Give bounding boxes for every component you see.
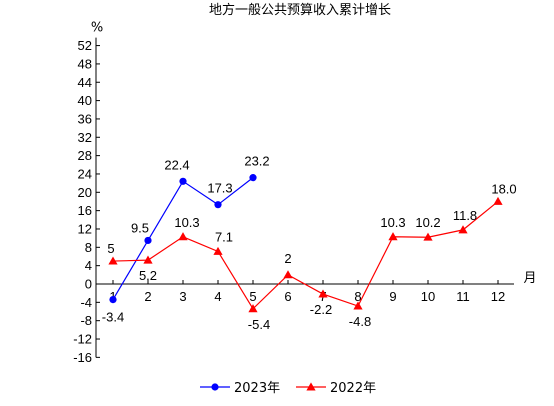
- y-tick-label: -16: [73, 350, 92, 365]
- data-label: 5.2: [139, 268, 157, 283]
- legend-label: 2023年: [234, 381, 280, 396]
- data-point: [214, 201, 222, 209]
- x-tick-label: 5: [249, 289, 256, 304]
- x-axis-unit: 月: [523, 271, 536, 286]
- data-point: [108, 256, 118, 265]
- data-point: [144, 236, 152, 245]
- axes: -16-12-8-40481216202428323640444852%1234…: [73, 21, 536, 365]
- data-point: [493, 196, 503, 205]
- data-label: 7.1: [215, 229, 233, 244]
- data-point: [213, 246, 223, 255]
- data-point: [143, 255, 153, 264]
- legend-label: 2022年: [330, 381, 376, 396]
- data-label: 22.4: [164, 157, 189, 172]
- y-tick-label: 48: [78, 56, 92, 71]
- y-tick-label: 16: [78, 203, 92, 218]
- data-point: [283, 270, 293, 279]
- data-label: 10.3: [380, 215, 405, 230]
- data-label: 10.3: [174, 215, 199, 230]
- x-tick-label: 12: [491, 289, 505, 304]
- y-tick-label: -12: [73, 332, 92, 347]
- chart-title: 地方一般公共预算收入累计增长: [209, 2, 391, 18]
- data-point: [248, 304, 258, 313]
- data-label: 2: [284, 251, 291, 266]
- y-tick-label: 24: [78, 166, 92, 181]
- y-tick-label: 28: [78, 148, 92, 163]
- data-label: -5.4: [248, 317, 270, 332]
- x-tick-label: 8: [354, 289, 361, 304]
- x-tick-label: 11: [456, 289, 470, 304]
- data-label: -4.8: [349, 314, 371, 329]
- y-tick-label: 40: [78, 93, 92, 108]
- data-label: 11.8: [453, 208, 477, 223]
- data-label: 9.5: [131, 220, 149, 235]
- y-tick-label: -8: [80, 313, 92, 328]
- data-label: -2.2: [310, 302, 332, 317]
- y-tick-label: 36: [78, 111, 92, 126]
- y-tick-label: 52: [78, 38, 92, 53]
- data-point: [423, 232, 433, 241]
- y-tick-label: 32: [78, 130, 92, 145]
- data-point: [109, 295, 117, 304]
- x-tick-label: 4: [214, 289, 221, 304]
- series-2022年: [108, 196, 503, 313]
- y-tick-label: 0: [85, 277, 92, 292]
- y-tick-label: 8: [85, 240, 92, 255]
- data-label: 18.0: [491, 181, 516, 196]
- y-tick-label: -4: [80, 295, 92, 310]
- data-point: [178, 232, 188, 241]
- y-tick-label: 44: [78, 75, 92, 90]
- x-tick-label: 2: [144, 289, 151, 304]
- data-label: 10.2: [415, 215, 440, 230]
- legend-marker: [306, 382, 316, 391]
- data-labels: -3.4 9.5 22.4 17.3 23.2 5 5.2 10.3 7.1 -5.4 2 -2.2 -…: [102, 154, 517, 332]
- data-point: [179, 177, 187, 185]
- x-tick-label: 6: [284, 289, 291, 304]
- series-line: [112, 201, 499, 310]
- data-label: 5: [107, 241, 114, 256]
- data-point: [249, 174, 257, 182]
- y-tick-label: 20: [78, 185, 92, 200]
- legend: 2023年 2022年: [200, 381, 376, 396]
- y-tick-label: 12: [78, 221, 92, 236]
- y-axis-unit: %: [91, 21, 103, 36]
- series-layer: [108, 174, 503, 313]
- legend-marker: [211, 383, 219, 391]
- y-tick-label: 4: [85, 258, 92, 273]
- x-tick-label: 10: [421, 289, 435, 304]
- x-tick-label: 9: [389, 289, 396, 304]
- data-point: [353, 301, 363, 310]
- data-point: [388, 232, 398, 241]
- x-tick-label: 3: [179, 289, 186, 304]
- data-point: [458, 225, 468, 234]
- data-label: 23.2: [244, 154, 269, 169]
- data-point: [318, 289, 328, 298]
- data-label: 17.3: [207, 181, 232, 196]
- data-label: -3.4: [102, 310, 124, 325]
